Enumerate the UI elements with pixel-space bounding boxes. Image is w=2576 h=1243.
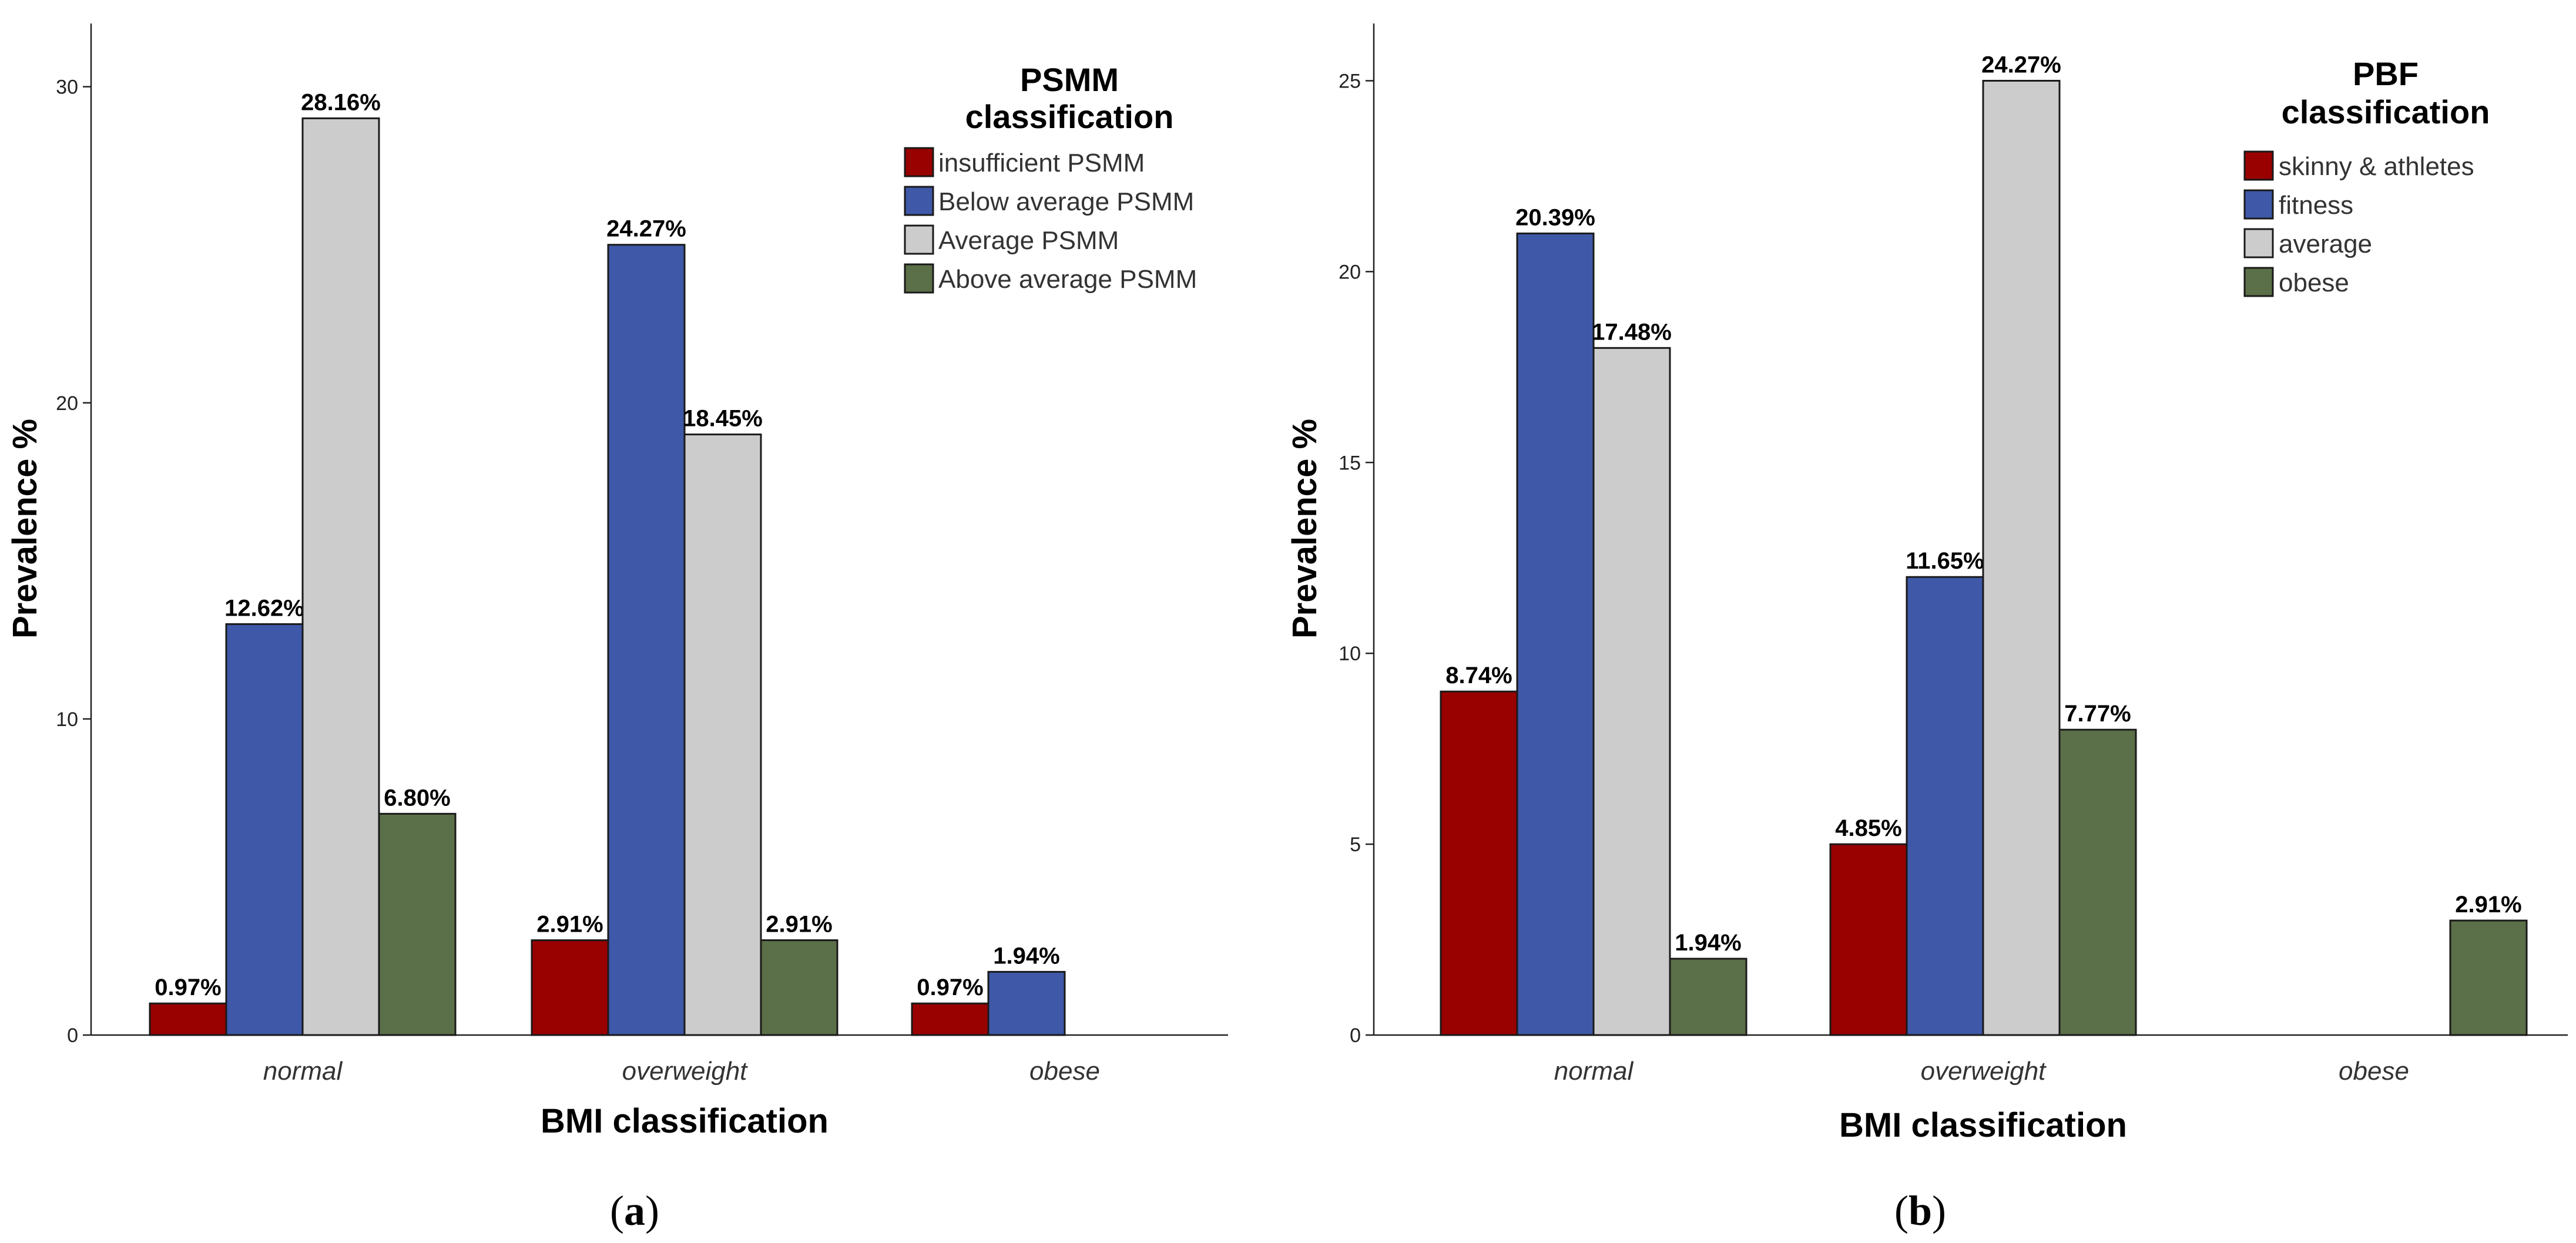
legend-title: classification — [2282, 93, 2490, 130]
data-label: 28.16% — [301, 89, 381, 115]
data-label: 6.80% — [384, 785, 450, 811]
panel-caption: (b) — [1894, 1187, 1946, 1234]
legend-swatch — [904, 263, 934, 294]
panel-caption-letter: a — [624, 1187, 645, 1234]
bar — [378, 812, 457, 1036]
legend-swatch — [904, 224, 934, 255]
bar — [1669, 958, 1747, 1036]
bar — [760, 939, 838, 1036]
y-tick-label: 0 — [67, 1024, 78, 1047]
data-label: 20.39% — [1515, 204, 1595, 230]
data-label: 17.48% — [1592, 319, 1672, 345]
bar — [987, 970, 1066, 1036]
legend-title: PBF — [2353, 55, 2419, 92]
data-label: 24.27% — [606, 216, 686, 242]
bar — [683, 434, 762, 1036]
legend-title: classification — [965, 98, 1174, 135]
bar — [149, 1002, 227, 1036]
legend-swatch — [2243, 150, 2274, 181]
panel-b-chart: 0 5 10 15 20 25 Prevalence % normal overweight ob… — [1286, 23, 2568, 1234]
legend-swatch — [2243, 267, 2274, 297]
data-label: 2.91% — [536, 912, 603, 938]
data-label: 0.97% — [155, 975, 221, 1000]
legend-swatch — [904, 147, 934, 177]
panel-caption-letter: b — [1908, 1187, 1932, 1234]
y-tick-label: 10 — [56, 708, 78, 731]
bar — [531, 939, 609, 1036]
legend-entry-label: Above average PSMM — [938, 265, 1197, 294]
bar — [1440, 690, 1518, 1036]
data-label: 7.77% — [2064, 701, 2131, 727]
data-label: 1.94% — [993, 943, 1059, 969]
bar — [225, 623, 304, 1036]
panel-caption-open: ( — [610, 1187, 624, 1234]
x-axis-title: BMI classification — [1839, 1106, 2127, 1144]
x-category-label: overweight — [1921, 1057, 2047, 1086]
legend-entry-label: skinny & athletes — [2279, 152, 2474, 181]
legend-swatch — [904, 186, 934, 216]
legend-title: PSMM — [1020, 61, 1119, 98]
y-tick-label: 5 — [1350, 834, 1361, 856]
x-category-label: obese — [1029, 1057, 1100, 1086]
bar — [1516, 232, 1595, 1036]
panel-caption-close: ) — [645, 1187, 659, 1234]
x-axis-title: BMI classification — [541, 1102, 829, 1140]
bar — [1982, 79, 2061, 1036]
y-tick-label: 15 — [1339, 452, 1361, 474]
legend-entry-label: Average PSMM — [938, 226, 1119, 255]
y-tick-label: 30 — [56, 76, 78, 99]
data-label: 2.91% — [766, 912, 832, 938]
panel-caption: (a) — [610, 1187, 659, 1234]
bar — [1592, 347, 1671, 1036]
x-category-label: normal — [263, 1057, 343, 1086]
bar — [911, 1002, 990, 1036]
y-tick-label: 20 — [56, 392, 78, 415]
bar — [301, 117, 380, 1036]
panel-caption-close: ) — [1932, 1187, 1946, 1234]
bar — [1906, 576, 1984, 1036]
legend-swatch — [2243, 189, 2274, 220]
data-label: 8.74% — [1445, 663, 1512, 688]
y-tick-label: 25 — [1339, 70, 1361, 92]
data-label: 4.85% — [1835, 815, 1901, 841]
x-category-label: obese — [2339, 1057, 2409, 1086]
legend-entry-label: average — [2279, 230, 2372, 258]
y-axis-title: Prevalence % — [6, 419, 44, 639]
legend-entry-label: Below average PSMM — [938, 187, 1194, 216]
y-tick-label: 0 — [1350, 1024, 1361, 1047]
data-label: 0.97% — [917, 975, 983, 1000]
panel-caption-open: ( — [1894, 1187, 1908, 1234]
x-category-label: overweight — [622, 1057, 749, 1086]
bar — [2058, 728, 2137, 1036]
legend-entry-label: obese — [2279, 268, 2349, 297]
bar — [607, 244, 686, 1036]
data-label: 1.94% — [1675, 930, 1741, 956]
data-label: 11.65% — [1906, 548, 1984, 574]
data-label: 2.91% — [2455, 892, 2521, 918]
y-tick-label: 20 — [1339, 261, 1361, 283]
data-label: 12.62% — [224, 595, 304, 621]
legend-entry-label: fitness — [2279, 191, 2353, 220]
panel-a-chart: 0 10 20 30 Prevalence % normal overweight obese… — [6, 23, 1228, 1234]
legend-swatch — [2243, 228, 2274, 258]
data-label: 18.45% — [683, 406, 763, 432]
legend-entry-label: insufficient PSMM — [938, 149, 1145, 177]
x-category-label: normal — [1554, 1057, 1634, 1086]
y-tick-label: 10 — [1339, 643, 1361, 665]
y-axis-title: Prevalence % — [1286, 419, 1324, 639]
data-label: 24.27% — [1981, 52, 2061, 78]
bar — [2449, 919, 2528, 1036]
bar — [1829, 843, 1908, 1036]
